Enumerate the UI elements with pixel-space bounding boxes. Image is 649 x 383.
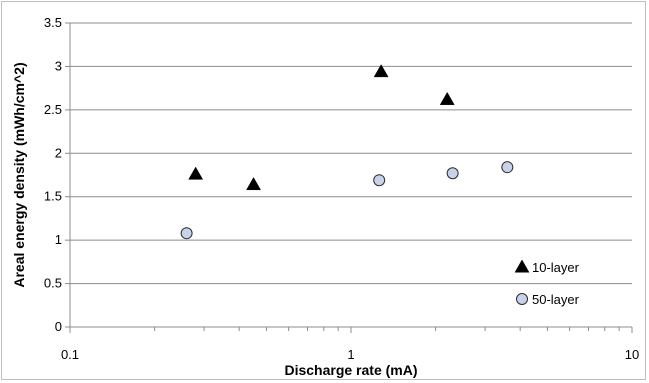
legend-marker	[516, 293, 528, 305]
point-10-layer	[188, 166, 204, 180]
x-axis-title: Discharge rate (mA)	[284, 362, 417, 378]
point-50-layer	[373, 174, 386, 187]
axes	[65, 22, 633, 333]
y-tick-label: 0	[55, 319, 62, 334]
y-tick-label: 2	[55, 145, 62, 160]
point-10-layer	[246, 177, 261, 191]
y-axis-title: Areal energy density (mWh/cm^2)	[11, 62, 27, 287]
tick-labels: 0 0.5 1 1.5 2 2.5 3 3.5 0.1 1 10	[44, 15, 639, 362]
x-tick-label: 1	[347, 347, 354, 362]
y-tick-label: 2.5	[44, 102, 62, 117]
legend-label: 50-layer	[532, 292, 580, 307]
data-points	[180, 64, 514, 240]
y-tick-label: 1	[55, 232, 62, 247]
point-10-layer	[439, 91, 455, 105]
y-tick-label: 0.5	[44, 276, 62, 291]
legend: 10-layer 50-layer	[514, 259, 580, 307]
y-tick-label: 3	[55, 58, 62, 73]
point-50-layer	[180, 227, 193, 240]
y-tick-label: 1.5	[44, 189, 62, 204]
legend-marker	[514, 259, 530, 273]
x-tick-label: 10	[625, 347, 639, 362]
x-tick-label: 0.1	[61, 347, 79, 362]
gridlines	[70, 22, 632, 285]
legend-label: 10-layer	[532, 260, 580, 275]
point-50-layer	[501, 161, 514, 174]
point-50-layer	[446, 167, 459, 180]
y-tick-label: 3.5	[44, 15, 62, 30]
point-10-layer	[373, 64, 389, 78]
